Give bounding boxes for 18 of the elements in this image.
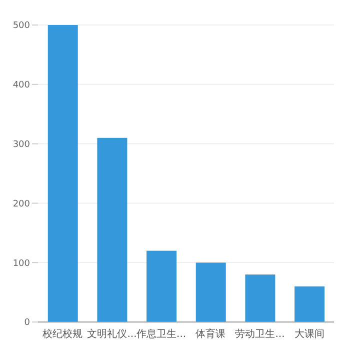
y-tick-label: 400 [12, 80, 30, 91]
bar [48, 25, 78, 322]
bar [245, 274, 276, 322]
y-tick-label: 100 [12, 258, 30, 269]
bar [97, 138, 128, 322]
bar [196, 262, 226, 322]
x-tick-label: 文明礼仪... [87, 328, 137, 340]
x-tick-label: 校纪校规 [42, 328, 83, 340]
y-tick-label: 200 [12, 199, 30, 210]
bar [294, 286, 325, 322]
y-tick-label: 500 [12, 21, 30, 32]
bar [146, 250, 177, 322]
y-tick-label: 0 [24, 318, 30, 328]
x-tick-label: 作息卫生... [136, 328, 186, 340]
x-tick-label: 劳动卫生... [235, 328, 285, 340]
x-tick-label: 大课间 [294, 328, 324, 340]
y-tick-label: 300 [12, 140, 30, 150]
x-tick-label: 体育课 [196, 328, 226, 340]
